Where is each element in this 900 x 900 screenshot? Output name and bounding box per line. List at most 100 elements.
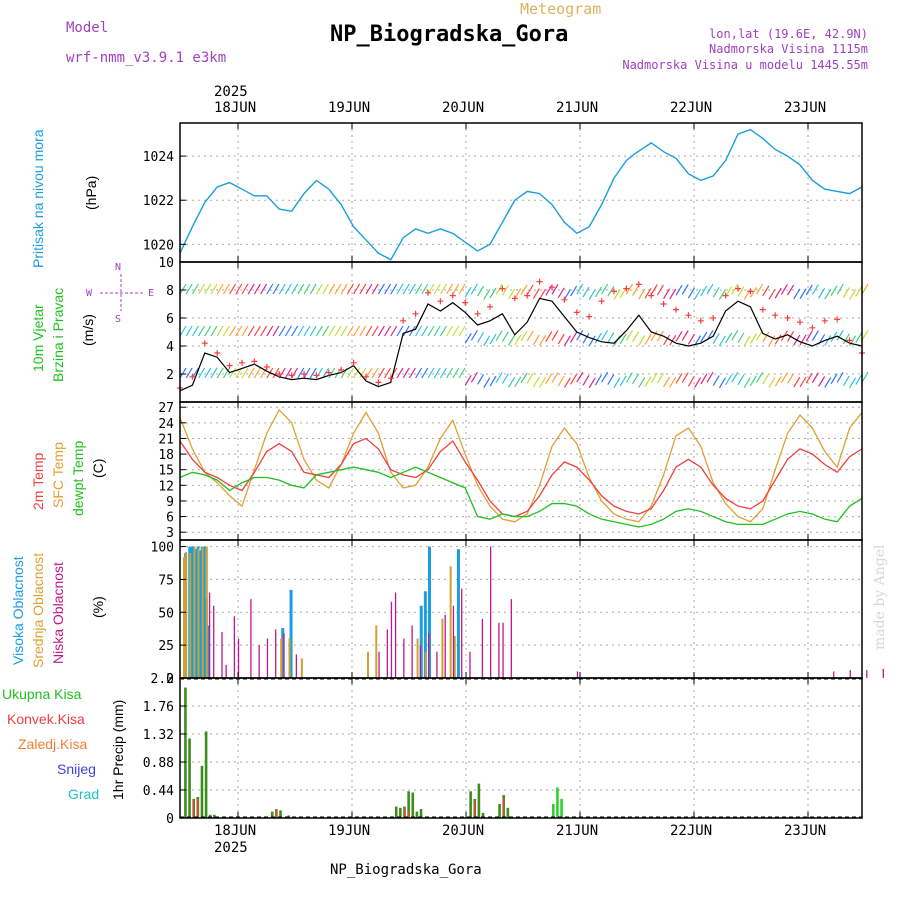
wind-barb <box>377 283 385 295</box>
conv-precip-bar <box>502 798 505 818</box>
wind-barb <box>359 325 367 337</box>
wind-barb <box>501 285 509 296</box>
wind-barb <box>458 283 466 295</box>
cloud-label-2: Srednja Oblacnost <box>30 552 46 668</box>
wind-barb <box>762 331 770 343</box>
y-tick-label: 3 <box>166 526 174 541</box>
bottom-day-label: 22JUN <box>670 823 713 839</box>
cloud-bar <box>280 638 283 678</box>
wind-barb <box>222 283 230 295</box>
cloud-bar <box>378 651 380 678</box>
wind-barb <box>805 372 813 384</box>
gust-marker <box>598 298 605 305</box>
pressure-line <box>179 128 863 261</box>
wind-barb <box>458 325 466 337</box>
gust-marker <box>573 309 580 316</box>
wind-label-1: 10m Vjetar <box>30 304 46 372</box>
y-tick-label: 25 <box>158 639 174 654</box>
cloud-label-1: Visoka Oblacnost <box>10 556 26 665</box>
cloud-bar <box>202 546 206 678</box>
wind-barb <box>551 283 559 295</box>
wind-barb <box>855 286 863 297</box>
wind-barb <box>613 377 621 389</box>
wind-barb <box>632 331 640 343</box>
wind-barb <box>638 335 646 346</box>
cloud-bar <box>436 651 438 678</box>
wind-barb <box>309 367 317 379</box>
altitude-info: Nadmorska Visina 1115m <box>709 42 868 56</box>
cloud-bar <box>849 670 851 678</box>
cloud-bar <box>281 628 285 678</box>
compass-s: S <box>115 314 122 325</box>
cloud-bar <box>833 671 835 678</box>
wind-barb <box>700 331 708 343</box>
bottom-day-label: 21JUN <box>556 823 599 839</box>
wind-barb <box>415 325 423 337</box>
wind-barb <box>346 325 354 337</box>
cloud-bar <box>225 664 227 678</box>
wind-barb <box>545 373 553 384</box>
temp-unit: (C) <box>90 458 106 478</box>
wind-barb <box>514 376 522 388</box>
wind-barb <box>563 289 571 300</box>
wind-barb <box>495 372 503 383</box>
wind-barb <box>532 334 540 346</box>
wind-barb <box>384 367 392 379</box>
wind-barb <box>855 332 863 343</box>
grid-layer <box>180 123 862 819</box>
gust-marker <box>809 324 816 331</box>
wind-barb <box>669 334 677 346</box>
wind-barb <box>737 332 745 344</box>
y-tick-label: 10 <box>158 256 174 271</box>
cloud-bar <box>288 638 291 678</box>
wind-barb <box>508 376 516 388</box>
y-tick-label: 0.88 <box>143 756 174 771</box>
wind-barb <box>588 377 596 389</box>
wind-barb <box>607 332 615 343</box>
wind-barb <box>551 330 559 341</box>
wind-barb <box>439 283 447 295</box>
cloud-bar <box>201 546 204 678</box>
wind-barb <box>551 372 559 383</box>
gust-marker <box>735 285 741 292</box>
wind-barb <box>421 325 429 337</box>
wind-barb <box>253 283 261 295</box>
wind-barb <box>582 333 590 344</box>
cloud-bar <box>490 546 492 678</box>
gust-marker <box>375 379 382 386</box>
wind-barb <box>334 325 342 337</box>
wind-barb <box>805 284 813 296</box>
wind-barb <box>787 284 795 296</box>
cloud-bar <box>193 546 196 678</box>
wind-barb <box>594 332 602 344</box>
wind-barb <box>241 367 249 379</box>
gust-marker <box>536 278 543 285</box>
wind-barb <box>793 288 801 300</box>
wind-barb <box>594 374 602 386</box>
wind-barb <box>601 371 609 383</box>
gust-marker <box>226 362 233 369</box>
y-tick-label: 1024 <box>143 150 174 165</box>
precip-bar <box>213 814 216 818</box>
wind-barb <box>632 373 640 385</box>
wind-barb <box>452 283 460 295</box>
wind-barb <box>309 325 317 337</box>
mark-layer <box>177 128 884 818</box>
wind-barb <box>260 367 268 379</box>
dewpoint-line <box>179 466 863 528</box>
precip-bar <box>270 811 274 818</box>
y-tick-label: 6 <box>166 511 174 526</box>
y-tick-label: 50 <box>158 606 174 621</box>
cloud-bar <box>416 638 419 678</box>
precip-bar <box>556 787 559 818</box>
wind-barb <box>743 335 751 347</box>
wind-barb <box>470 329 478 341</box>
y-tick-label: 18 <box>158 448 174 463</box>
wind-barb <box>570 331 578 343</box>
cloud-bar <box>481 618 484 678</box>
precip-bar <box>407 791 410 818</box>
wind-barb <box>284 367 292 379</box>
cloud-bar <box>206 625 210 678</box>
wind-barb <box>532 288 540 299</box>
wind-barb <box>359 283 367 295</box>
